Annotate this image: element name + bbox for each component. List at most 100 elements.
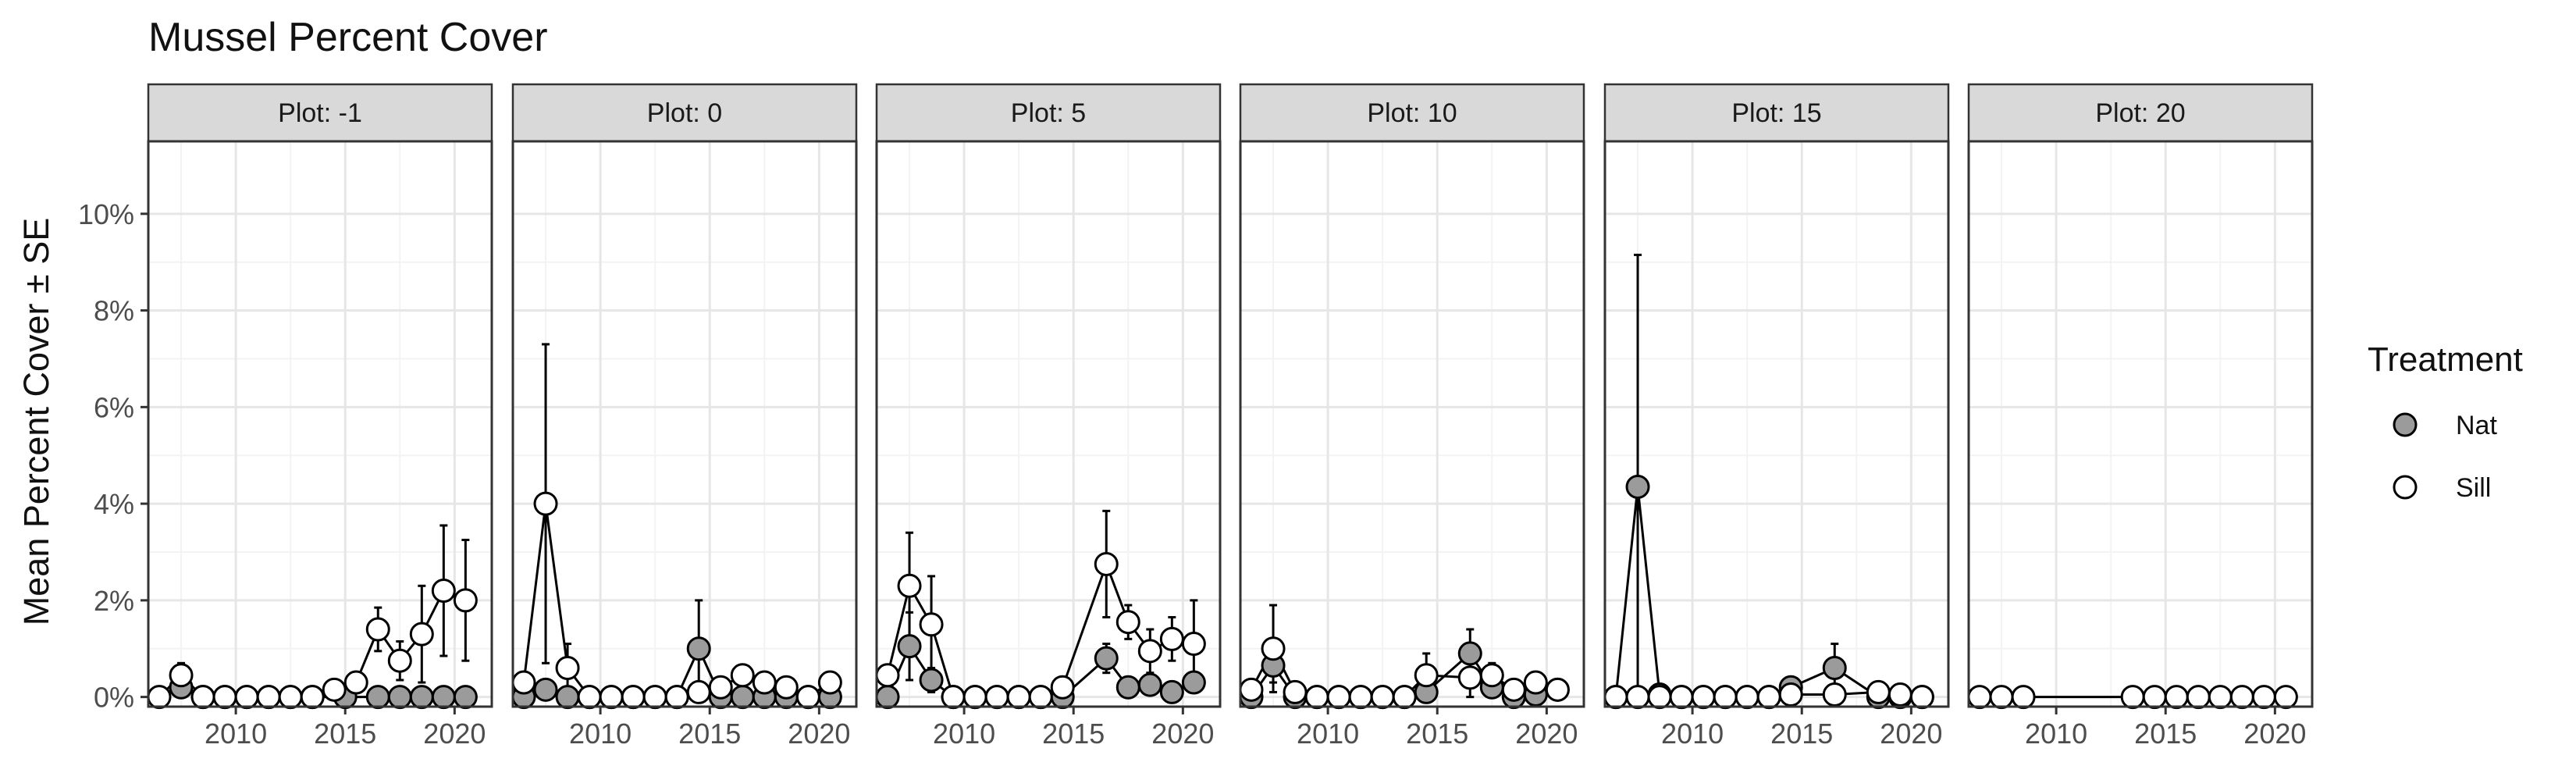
facet-panel: Plot: 20 2010 2015 2020 bbox=[1967, 83, 2314, 750]
facet-strip bbox=[511, 83, 858, 143]
panel-background bbox=[877, 141, 1220, 707]
data-point-sill bbox=[2229, 685, 2254, 710]
legend-key-nat bbox=[2393, 412, 2418, 437]
data-point-sill bbox=[1159, 626, 1184, 651]
y-tick-label: 2% bbox=[94, 585, 134, 617]
data-point-sill bbox=[278, 685, 303, 710]
data-point-nat bbox=[1181, 670, 1206, 695]
facet-strip bbox=[1967, 83, 2314, 143]
data-point-sill bbox=[962, 685, 987, 710]
data-point-nat bbox=[1822, 655, 1847, 680]
x-tick-label: 2015 bbox=[1406, 718, 1468, 750]
x-tick-label: 2020 bbox=[788, 718, 850, 750]
data-point-sill bbox=[1603, 685, 1628, 710]
facet-panel: Plot: 10 2010 2015 2020 bbox=[1239, 83, 1585, 750]
data-point-sill bbox=[599, 685, 624, 710]
data-point-sill bbox=[1326, 685, 1351, 710]
x-tick-label: 2010 bbox=[569, 718, 632, 750]
data-point-sill bbox=[2164, 685, 2189, 710]
data-point-sill bbox=[1028, 685, 1053, 710]
data-point-sill bbox=[817, 670, 842, 695]
data-point-nat bbox=[686, 636, 711, 661]
panel-border bbox=[1967, 140, 2314, 708]
facet-strip bbox=[875, 83, 1222, 143]
data-point-sill bbox=[1888, 682, 1912, 707]
x-tick-label: 2015 bbox=[678, 718, 741, 750]
data-point-sill bbox=[642, 685, 667, 710]
data-point-sill bbox=[212, 685, 237, 710]
data-point-sill bbox=[774, 675, 799, 700]
x-tick-label: 2020 bbox=[1880, 718, 1942, 750]
data-point-sill bbox=[1909, 685, 1934, 710]
x-tick-label: 2010 bbox=[1661, 718, 1724, 750]
data-point-sill bbox=[2208, 685, 2233, 710]
data-point-nat bbox=[1625, 474, 1650, 499]
legend-key-sill bbox=[2393, 475, 2418, 500]
panel-background bbox=[1605, 141, 1948, 707]
data-point-sill bbox=[919, 612, 944, 637]
facet-strip bbox=[1239, 83, 1585, 143]
panel-background bbox=[1969, 141, 2312, 707]
data-point-nat bbox=[365, 685, 390, 710]
data-point-sill bbox=[1094, 551, 1119, 576]
x-tick-label: 2010 bbox=[1297, 718, 1359, 750]
data-point-sill bbox=[1304, 685, 1329, 710]
facet-strip-label: Plot: 10 bbox=[1367, 98, 1457, 128]
data-point-sill bbox=[1647, 685, 1672, 710]
y-tick-label: 10% bbox=[78, 198, 134, 230]
data-point-sill bbox=[708, 675, 733, 700]
data-point-sill bbox=[1713, 685, 1738, 710]
data-point-sill bbox=[1181, 632, 1206, 657]
x-tick-label: 2015 bbox=[1770, 718, 1833, 750]
data-point-sill bbox=[431, 578, 456, 603]
panel-border bbox=[147, 140, 493, 708]
y-tick-label: 8% bbox=[94, 295, 134, 327]
data-point-sill bbox=[795, 685, 820, 710]
data-point-sill bbox=[343, 670, 368, 695]
data-point-sill bbox=[1669, 685, 1694, 710]
data-point-sill bbox=[2251, 685, 2276, 710]
data-point-sill bbox=[387, 648, 412, 673]
data-point-sill bbox=[234, 685, 259, 710]
data-point-sill bbox=[1283, 679, 1308, 704]
data-point-sill bbox=[1822, 682, 1847, 707]
data-point-sill bbox=[1392, 685, 1417, 710]
legend-label-nat: Nat bbox=[2456, 411, 2497, 440]
data-point-sill bbox=[2011, 685, 2036, 710]
y-tick-label: 4% bbox=[94, 488, 134, 520]
y-tick-label: 6% bbox=[94, 391, 134, 423]
data-point-sill bbox=[577, 685, 602, 710]
legend: Treatment Nat Sill bbox=[2368, 340, 2523, 503]
data-point-sill bbox=[1691, 685, 1716, 710]
facet-panel: Plot: 0 2010 2015 2020 bbox=[511, 83, 858, 750]
data-point-sill bbox=[875, 663, 900, 688]
facet-strip-label: Plot: -1 bbox=[278, 98, 362, 128]
facet-panel: Plot: -1 2010 2015 2020 bbox=[147, 83, 493, 750]
data-point-sill bbox=[256, 685, 281, 710]
x-tick-label: 2010 bbox=[205, 718, 267, 750]
data-point-nat bbox=[555, 685, 580, 710]
x-tick-label: 2020 bbox=[2243, 718, 2306, 750]
data-point-nat bbox=[1137, 672, 1162, 697]
data-point-sill bbox=[190, 685, 215, 710]
facet-strip bbox=[147, 83, 493, 143]
panel-background bbox=[513, 141, 856, 707]
data-point-sill bbox=[511, 670, 536, 695]
data-point-nat bbox=[1094, 646, 1119, 671]
data-point-nat bbox=[409, 685, 434, 710]
data-point-sill bbox=[1545, 677, 1570, 702]
data-point-sill bbox=[555, 655, 580, 680]
data-point-nat bbox=[533, 677, 558, 702]
legend-label-sill: Sill bbox=[2456, 473, 2491, 503]
x-tick-label: 2015 bbox=[1042, 718, 1105, 750]
data-point-sill bbox=[730, 663, 755, 688]
data-point-nat bbox=[1159, 679, 1184, 704]
data-point-sill bbox=[2273, 685, 2298, 710]
data-point-sill bbox=[1137, 639, 1162, 664]
data-point-nat bbox=[897, 634, 922, 659]
panel-border bbox=[1603, 140, 1950, 708]
data-point-sill bbox=[1006, 685, 1031, 710]
data-point-sill bbox=[1735, 685, 1759, 710]
x-tick-label: 2010 bbox=[2025, 718, 2087, 750]
